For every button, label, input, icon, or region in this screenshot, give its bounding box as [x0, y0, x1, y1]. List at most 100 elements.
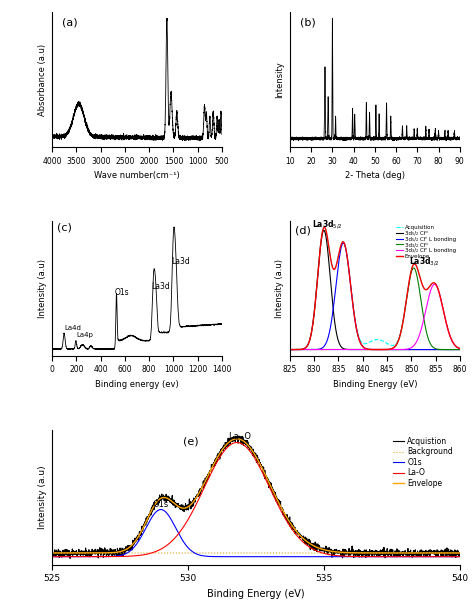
3d₃/₂ Cf° — [452, 346, 458, 353]
Text: O1s: O1s — [115, 288, 129, 297]
La-O — [445, 553, 451, 560]
3d₅/₂ Cfʹ L bonding — [370, 346, 375, 353]
3d₅/₂ Cf° — [370, 346, 375, 353]
La-O — [445, 553, 451, 560]
Envelope — [457, 345, 463, 352]
Envelope — [457, 549, 463, 557]
Acquisition — [365, 339, 371, 347]
Text: (d): (d) — [295, 225, 311, 235]
3d₃/₂ Cfʹ L bonding — [452, 342, 458, 349]
Acquisition — [370, 337, 375, 344]
Text: La3d: La3d — [151, 282, 170, 291]
3d₅/₂ Cf° — [452, 346, 458, 353]
Background — [70, 549, 76, 557]
3d₃/₂ Cf° — [296, 346, 301, 353]
3d₃/₂ Cf° — [287, 346, 293, 353]
X-axis label: Binding energy (ev): Binding energy (ev) — [95, 380, 179, 389]
Line: 3d₅/₂ Cf°: 3d₅/₂ Cf° — [290, 231, 460, 350]
Acquistion — [236, 432, 242, 439]
Envelope — [452, 342, 458, 349]
3d₃/₂ Cfʹ L bonding — [370, 346, 375, 353]
3d₃/₂ Cf° — [411, 265, 417, 272]
Envelope — [248, 445, 254, 452]
Text: O1s: O1s — [153, 500, 169, 509]
3d₃/₂ Cfʹ L bonding — [296, 346, 301, 353]
O1s — [237, 553, 243, 560]
Text: (e): (e) — [182, 436, 198, 447]
Envelope — [365, 345, 371, 353]
Y-axis label: Intensity (a.u): Intensity (a.u) — [37, 259, 46, 318]
Text: (b): (b) — [300, 18, 316, 27]
3d₅/₂ Cf° — [287, 346, 293, 353]
Envelope — [445, 549, 451, 557]
La-O — [248, 449, 254, 456]
3d₅/₂ Cfʹ L bonding — [365, 345, 371, 353]
Envelope — [452, 342, 458, 349]
Text: La3d: La3d — [172, 257, 191, 266]
Acquisition — [421, 284, 427, 291]
O1s — [158, 506, 164, 513]
3d₃/₂ Cf° — [421, 314, 427, 322]
Line: Acquisition: Acquisition — [290, 227, 460, 350]
Y-axis label: Absorbance (a.u): Absorbance (a.u) — [37, 44, 46, 115]
3d₃/₂ Cfʹ L bonding — [432, 280, 438, 288]
3d₅/₂ Cfʹ L bonding — [340, 239, 346, 246]
Envelope — [321, 223, 327, 231]
Line: Envelope: Envelope — [290, 227, 460, 350]
Background — [49, 549, 55, 557]
Background — [370, 549, 376, 557]
Text: (c): (c) — [57, 222, 72, 232]
Acquisition — [321, 223, 327, 231]
3d₅/₂ Cf° — [296, 346, 301, 353]
X-axis label: Binding Energy (eV): Binding Energy (eV) — [207, 589, 305, 599]
Envelope — [237, 436, 243, 443]
O1s — [70, 553, 76, 560]
La-O — [457, 553, 463, 560]
Line: La-O: La-O — [52, 443, 460, 557]
Acquistion — [445, 550, 451, 557]
3d₅/₂ Cf° — [452, 346, 458, 353]
Acquisition — [452, 342, 458, 349]
Y-axis label: Intensity (a.u): Intensity (a.u) — [37, 466, 46, 529]
3d₃/₂ Cfʹ L bonding — [287, 346, 293, 353]
O1s — [248, 553, 254, 560]
Envelope — [445, 549, 451, 557]
Acquistion — [248, 443, 254, 450]
3d₅/₂ Cfʹ L bonding — [421, 346, 427, 353]
Background — [445, 549, 451, 557]
Acquistion — [49, 546, 55, 553]
3d₅/₂ Cf° — [457, 346, 463, 353]
Envelope — [371, 549, 376, 557]
3d₃/₂ Cf° — [452, 346, 458, 353]
Envelope — [49, 549, 55, 557]
Text: La- O: La- O — [229, 432, 251, 441]
3d₃/₂ Cfʹ L bonding — [457, 345, 463, 352]
3d₅/₂ Cf° — [365, 346, 371, 353]
Acquistion — [371, 550, 376, 557]
La-O — [49, 553, 55, 560]
3d₅/₂ Cfʹ L bonding — [287, 346, 293, 353]
X-axis label: Wave number(cm⁻¹): Wave number(cm⁻¹) — [94, 171, 180, 180]
Legend: Acquistion, Background, O1s, La-O, Envelope: Acquistion, Background, O1s, La-O, Envel… — [390, 433, 456, 491]
3d₃/₂ Cf° — [365, 346, 371, 353]
Acquistion — [67, 555, 73, 562]
X-axis label: 2- Theta (deg): 2- Theta (deg) — [345, 171, 405, 180]
Acquisition — [452, 342, 458, 349]
Text: (a): (a) — [63, 18, 78, 27]
La-O — [234, 439, 240, 446]
Envelope — [370, 346, 375, 353]
Envelope — [234, 435, 240, 443]
Line: Envelope: Envelope — [52, 439, 460, 553]
Acquisition — [287, 346, 293, 353]
3d₃/₂ Cfʹ L bonding — [452, 342, 458, 349]
O1s — [457, 553, 463, 560]
La-O — [371, 553, 376, 560]
3d₅/₂ Cfʹ L bonding — [452, 346, 458, 353]
O1s — [445, 553, 451, 560]
3d₅/₂ Cf° — [321, 227, 327, 234]
O1s — [49, 553, 55, 560]
Line: O1s: O1s — [52, 509, 460, 557]
Legend: Acquisition, 3d₅/₂ Cf°, 3d₅/₂ Cfʹ L bonding, 3d₃/₂ Cf°, 3d₃/₂ Cfʹ L bonding, Env: Acquisition, 3d₅/₂ Cf°, 3d₅/₂ Cfʹ L bond… — [395, 224, 457, 260]
Line: 3d₃/₂ Cf°: 3d₃/₂ Cf° — [290, 268, 460, 350]
3d₅/₂ Cfʹ L bonding — [452, 346, 458, 353]
